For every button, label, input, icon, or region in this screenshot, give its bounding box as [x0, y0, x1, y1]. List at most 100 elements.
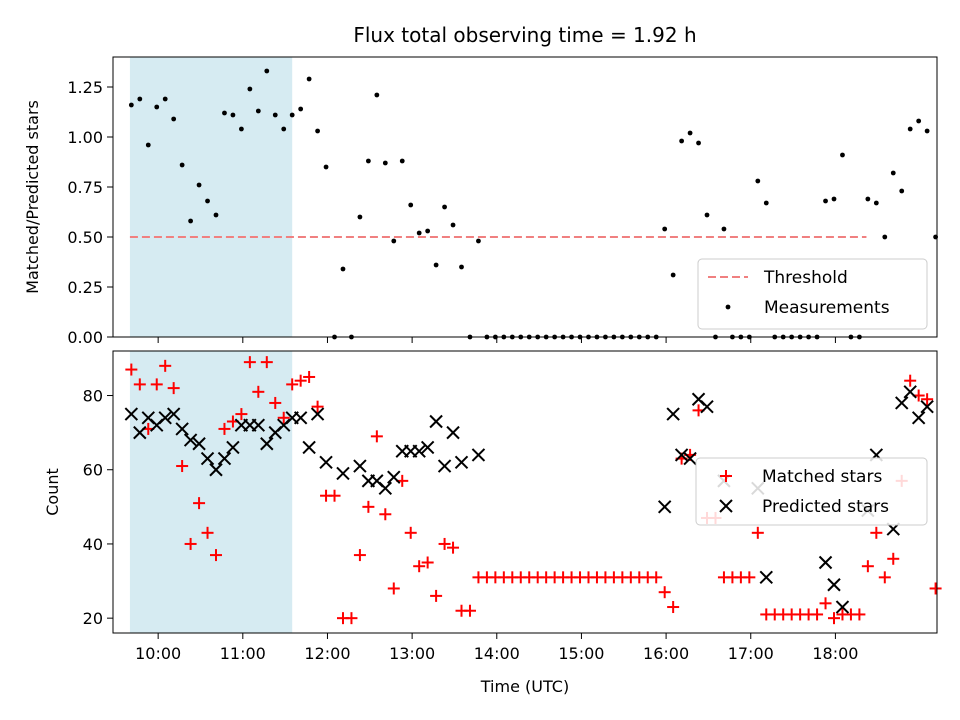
- matched-stars-point: [303, 370, 316, 383]
- top-panel: Flux total observing time = 1.92 h 0.00 0…: [23, 23, 938, 347]
- measurements-point: [196, 182, 202, 188]
- matched-stars-point: [260, 356, 273, 369]
- matched-stars-point: [421, 556, 434, 569]
- bottom-x-tick-label: 10:00: [135, 644, 181, 663]
- predicted-stars-point: [429, 414, 443, 429]
- matched-stars-point: [667, 601, 680, 614]
- legend-predicted-label: Predicted stars: [762, 497, 889, 517]
- matched-stars-point: [345, 612, 358, 625]
- top-chart-title: Flux total observing time = 1.92 h: [353, 23, 696, 47]
- measurements-point: [281, 126, 287, 132]
- matched-stars-point: [167, 382, 180, 395]
- measurements-point: [873, 200, 879, 206]
- matched-stars-point: [362, 500, 375, 513]
- measurements-point: [442, 204, 447, 210]
- predicted-stars-point: [217, 451, 232, 466]
- predicted-stars-point: [183, 433, 198, 447]
- measurements-point: [433, 262, 439, 268]
- predicted-stars-point: [209, 463, 223, 477]
- matched-stars-point: [193, 497, 206, 510]
- matched-stars-point: [294, 374, 307, 387]
- measurements-point: [137, 96, 143, 102]
- measurements-point: [924, 128, 930, 134]
- measurements-point: [255, 108, 261, 114]
- bottom-y-tick-label: 80: [83, 387, 103, 406]
- matched-stars-point: [379, 508, 392, 521]
- measurements-point: [831, 196, 837, 202]
- measurements-point: [425, 228, 431, 234]
- measurements-point: [315, 128, 320, 134]
- predicted-stars-point: [420, 440, 435, 455]
- top-y-tick-label: 1.25: [67, 78, 103, 97]
- measurements-point: [476, 238, 481, 244]
- bottom-x-tick-label: 16:00: [643, 644, 689, 663]
- bottom-y-tick-label: 20: [83, 609, 103, 628]
- predicted-stars-point: [192, 437, 206, 451]
- measurements-point: [171, 116, 177, 122]
- measurements-point: [662, 226, 668, 232]
- matched-stars-point: [878, 571, 891, 584]
- measurements-point: [222, 110, 227, 116]
- bottom-highlight-span: [129, 351, 293, 633]
- matched-stars-point: [387, 582, 400, 595]
- predicted-stars-point: [920, 399, 934, 414]
- matched-stars-point: [853, 608, 866, 621]
- measurements-point: [154, 104, 160, 110]
- matched-stars-point: [218, 422, 231, 435]
- measurements-point: [357, 214, 363, 220]
- predicted-stars-point: [158, 411, 172, 425]
- predicted-stars-point: [133, 425, 147, 440]
- predicted-stars-point: [903, 385, 917, 399]
- measurements-point: [687, 130, 693, 136]
- predicted-stars-point: [446, 425, 460, 440]
- predicted-stars-point: [759, 570, 773, 585]
- predicted-stars-point: [471, 448, 486, 462]
- measurements-point: [374, 92, 380, 98]
- predicted-stars-point: [700, 399, 714, 414]
- matched-stars-point: [269, 396, 282, 409]
- measurements-point: [450, 222, 456, 228]
- predicted-stars-point: [251, 418, 266, 432]
- matched-stars-point: [150, 378, 163, 391]
- matched-stars-point: [430, 589, 443, 602]
- predicted-stars-point: [310, 407, 325, 421]
- measurements-point: [459, 264, 464, 270]
- measurements-point: [721, 226, 727, 232]
- matched-stars-point: [887, 552, 900, 565]
- measurements-point: [340, 266, 346, 272]
- matched-stars-point: [210, 549, 222, 562]
- predicted-stars-point: [387, 470, 401, 484]
- predicted-stars-point: [200, 451, 215, 466]
- predicted-stars-point: [674, 448, 689, 462]
- bottom-panel: 20 40 60 80 10:00 11:00 12:00 13:00 14:00 15:00 1…: [43, 350, 942, 696]
- measurements-point: [382, 160, 388, 166]
- bottom-legend: Matched stars Predicted stars: [695, 457, 928, 526]
- predicted-stars-point: [124, 407, 139, 421]
- measurements-point: [289, 112, 295, 118]
- top-y-tick-label: 0.25: [67, 278, 103, 297]
- top-legend: Threshold Measurements: [697, 258, 928, 330]
- measurements-point: [679, 138, 685, 144]
- matched-stars-point: [819, 597, 832, 610]
- matched-stars-point: [743, 571, 756, 584]
- measurements-point: [399, 158, 405, 164]
- matched-stars-point: [811, 608, 824, 621]
- measurements-point: [391, 238, 397, 244]
- bottom-plot-frame: [112, 350, 938, 634]
- bottom-y-axis-label: Count: [43, 468, 62, 516]
- predicted-stars-point: [454, 455, 469, 470]
- measurements-point: [145, 142, 151, 148]
- legend-measurements-swatch: [725, 304, 731, 310]
- measurements-point: [907, 126, 913, 132]
- matched-stars-point: [921, 393, 934, 406]
- measurements-point: [238, 126, 244, 132]
- measurements-point: [272, 112, 278, 118]
- predicted-stars-point: [835, 600, 850, 614]
- legend-matched-swatch: [720, 470, 732, 482]
- top-y-tick-label: 1.00: [67, 128, 103, 147]
- measurements-point: [365, 158, 371, 164]
- matched-stars-point: [438, 537, 451, 550]
- matched-stars-point: [311, 400, 324, 413]
- measurements-point: [162, 96, 168, 102]
